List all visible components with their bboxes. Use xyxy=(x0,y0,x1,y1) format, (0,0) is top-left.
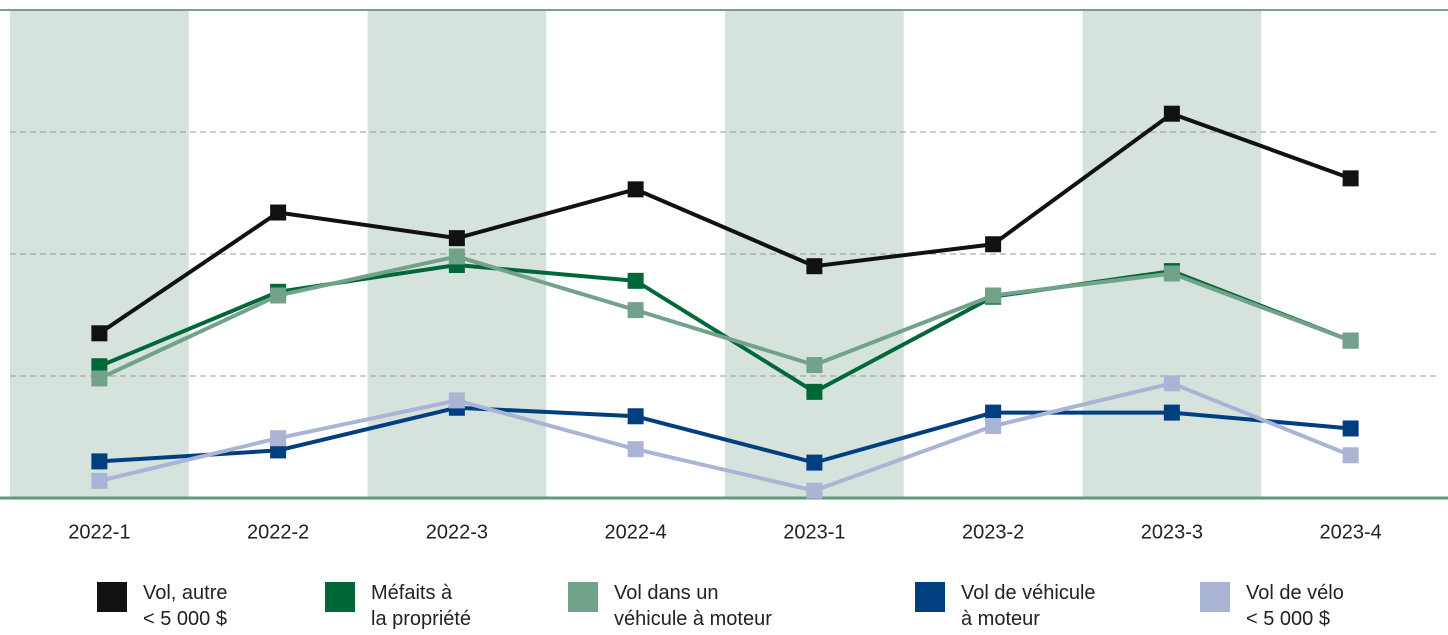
point-marker xyxy=(627,408,644,425)
point-marker xyxy=(91,358,108,375)
legend-label: Vol dans un véhicule à moteur xyxy=(614,582,772,630)
legend-label: Vol, autre < 5 000 $ xyxy=(143,582,228,630)
point-marker xyxy=(985,287,1002,304)
legend-item: Méfaits à la propriété xyxy=(325,580,471,632)
point-marker xyxy=(270,204,287,221)
point-marker xyxy=(1163,375,1180,392)
point-marker xyxy=(270,287,287,304)
point-marker xyxy=(1342,170,1359,187)
point-marker xyxy=(806,383,823,400)
x-tick-label: 2022-1 xyxy=(68,521,130,543)
legend-swatch xyxy=(1200,582,1230,612)
legend-item: Vol de véhicule à moteur xyxy=(915,580,1096,632)
x-tick-label: 2022-2 xyxy=(247,521,309,543)
series-line xyxy=(99,405,1351,465)
legend: Vol, autre < 5 000 $ Méfaits à la proprié… xyxy=(0,580,1448,635)
legend-swatch xyxy=(568,582,598,612)
legend-label: Vol de vélo < 5 000 $ xyxy=(1246,582,1344,630)
series-line xyxy=(98,381,1352,493)
legend-item: Vol dans un véhicule à moteur xyxy=(568,580,772,632)
point-marker xyxy=(627,302,644,319)
point-marker xyxy=(91,472,108,489)
point-marker xyxy=(806,454,823,471)
point-marker xyxy=(1342,332,1359,349)
point-marker xyxy=(1163,404,1180,421)
point-marker xyxy=(806,482,823,499)
point-marker xyxy=(448,230,465,247)
point-marker xyxy=(91,453,108,470)
point-marker xyxy=(270,442,287,459)
legend-item: Vol, autre < 5 000 $ xyxy=(97,580,228,632)
legend-label: Méfaits à la propriété xyxy=(371,582,472,630)
series-line xyxy=(98,111,1352,335)
chart: 2022-1 2022-2 2022-3 2022-4 2023-1 2023-2 2023… xyxy=(0,9,1448,543)
point-marker xyxy=(91,370,108,387)
legend-swatch xyxy=(97,582,127,612)
point-marker xyxy=(1342,420,1359,437)
x-tick-label: 2023-4 xyxy=(1319,521,1381,543)
point-marker xyxy=(806,357,823,374)
point-marker xyxy=(448,392,465,409)
point-marker xyxy=(806,258,823,275)
band xyxy=(10,10,189,498)
legend-label: Vol de véhicule à moteur xyxy=(961,582,1096,630)
point-marker xyxy=(270,430,287,447)
x-tick-label: 2022-4 xyxy=(604,521,666,543)
point-marker xyxy=(985,418,1002,435)
point-marker xyxy=(627,181,644,198)
point-marker xyxy=(448,248,465,265)
point-marker xyxy=(985,404,1002,421)
legend-swatch xyxy=(325,582,355,612)
point-marker xyxy=(1342,447,1359,464)
x-tick-label: 2023-3 xyxy=(1141,521,1203,543)
x-tick-label: 2022-3 xyxy=(426,521,488,543)
legend-swatch xyxy=(915,582,945,612)
x-tick-label: 2023-2 xyxy=(962,521,1024,543)
point-marker xyxy=(627,441,644,458)
point-marker xyxy=(627,272,644,289)
point-marker xyxy=(91,325,108,342)
x-tick-label: 2023-1 xyxy=(783,521,845,543)
point-marker xyxy=(1163,265,1180,282)
legend-item: Vol de vélo < 5 000 $ xyxy=(1200,580,1344,632)
series-line xyxy=(98,254,1352,381)
point-marker xyxy=(985,236,1002,253)
point-marker xyxy=(1163,105,1180,122)
